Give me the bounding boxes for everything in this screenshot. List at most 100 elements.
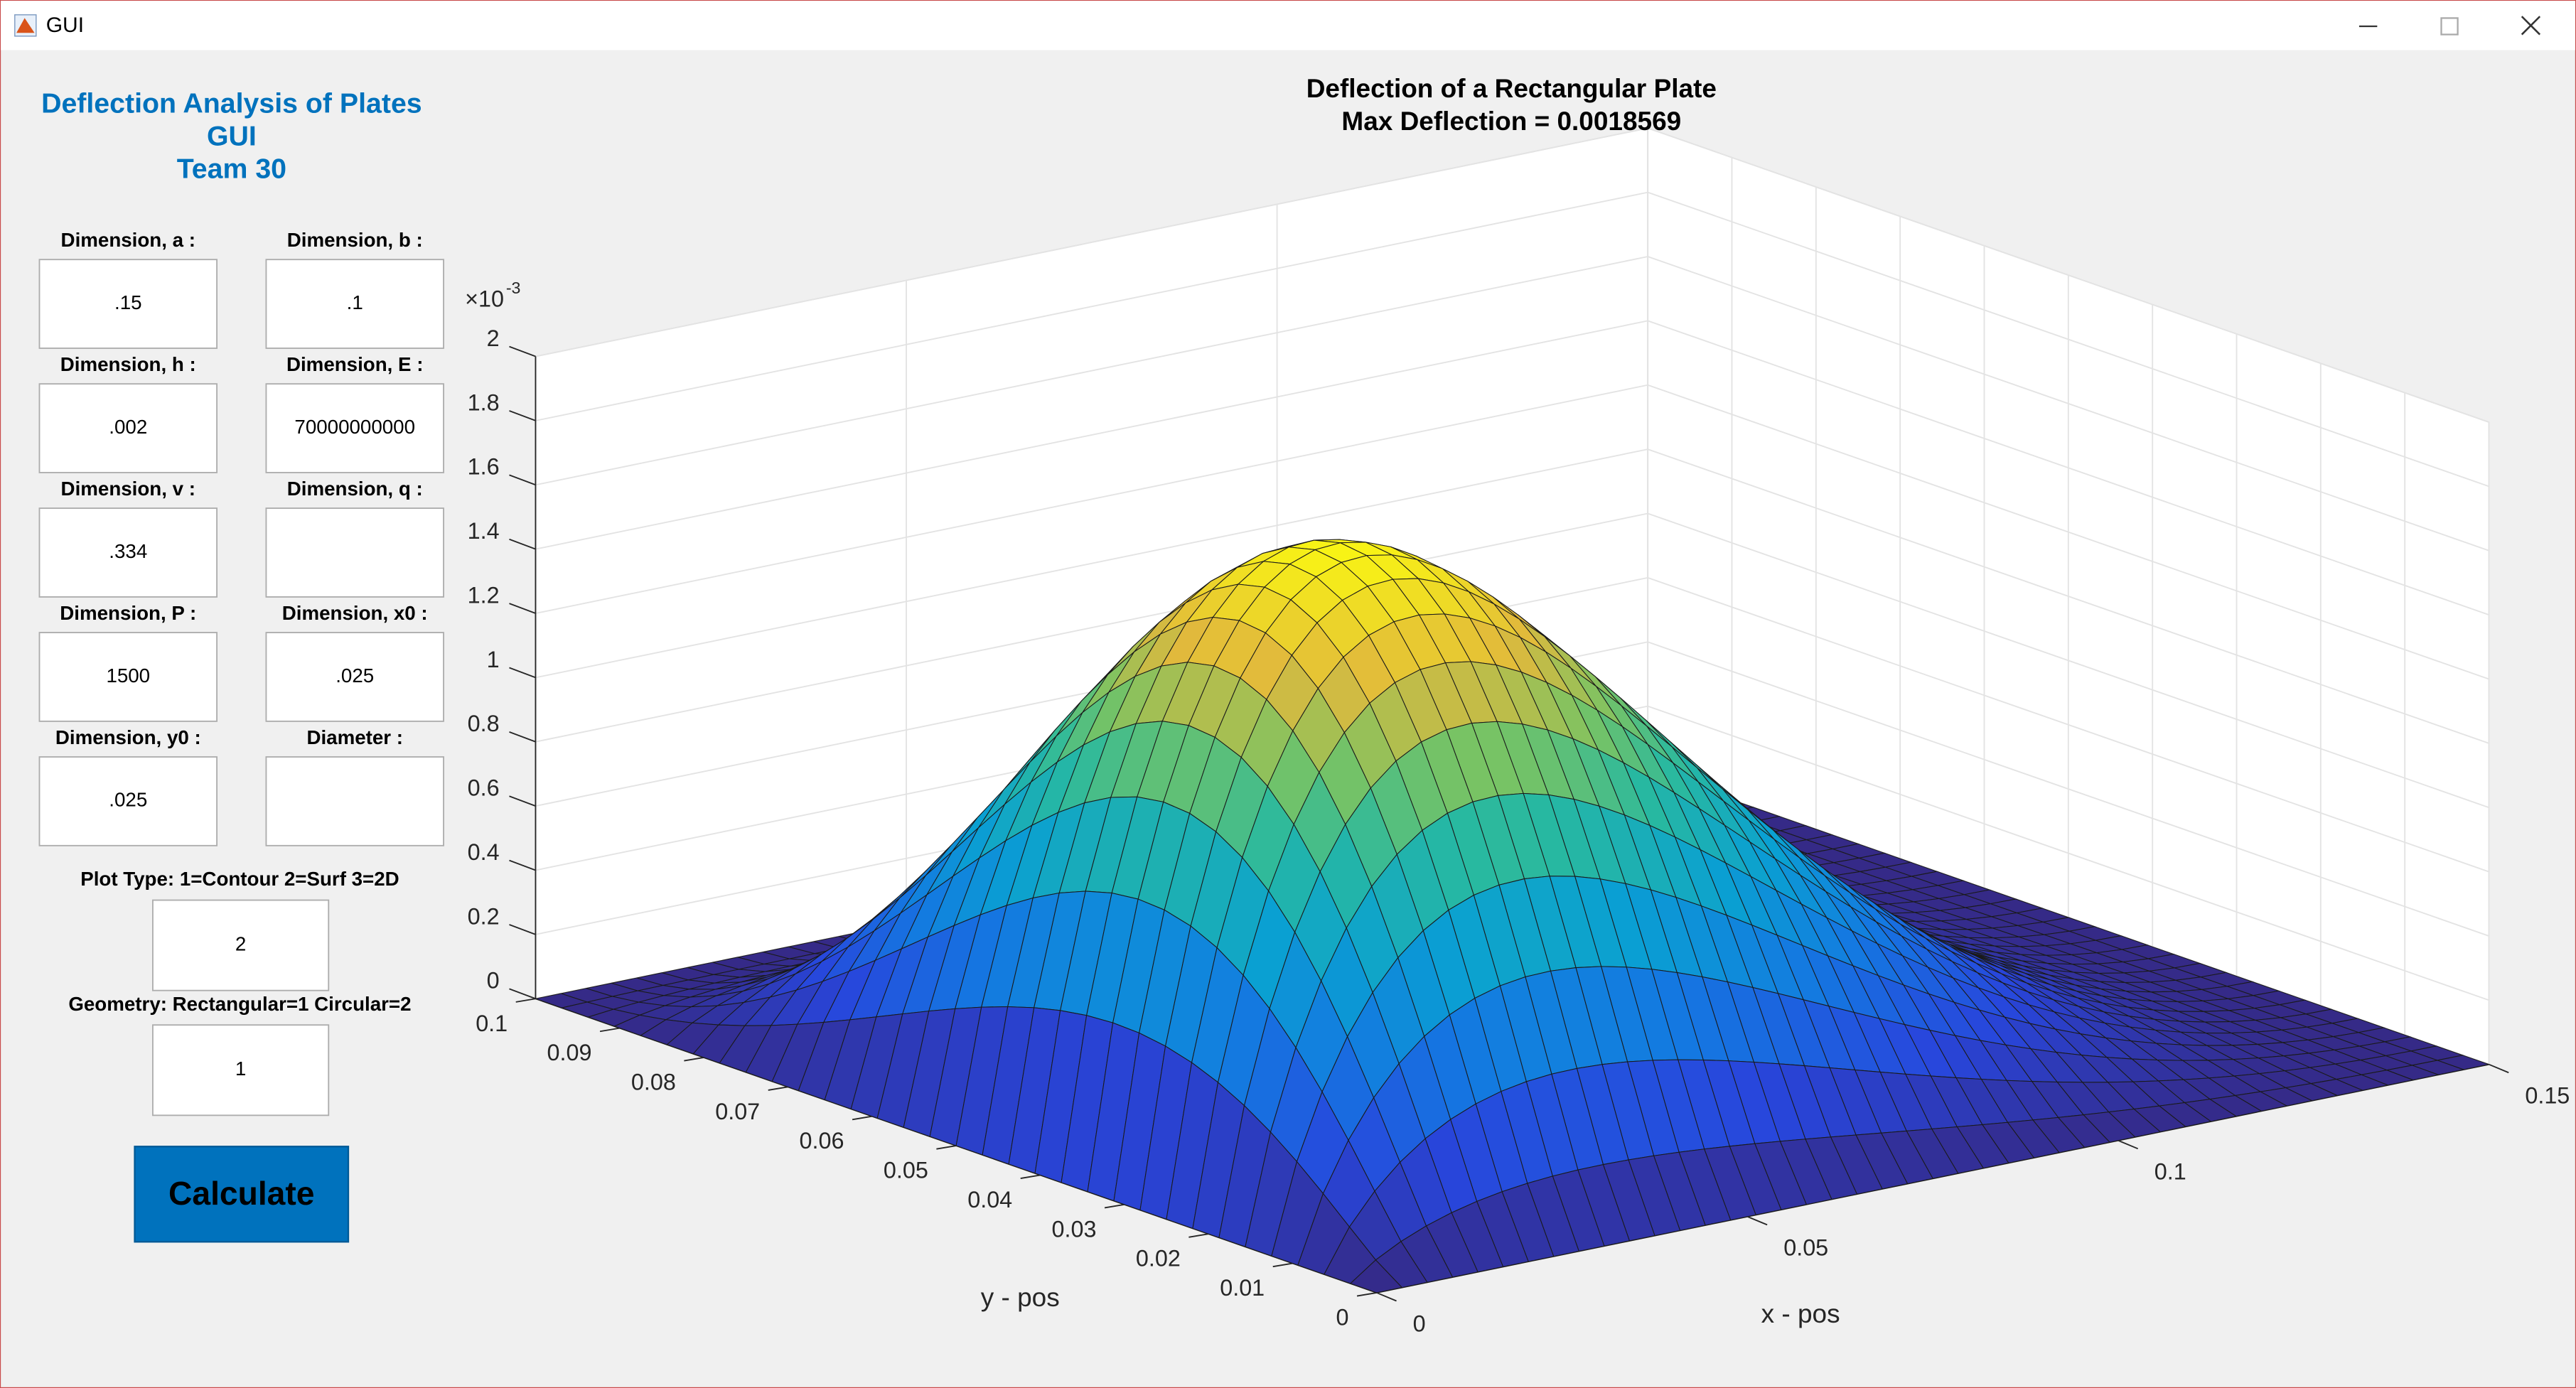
z-grid-line <box>535 384 1648 614</box>
z-tick <box>509 603 536 614</box>
z-exponent: -3 <box>506 279 521 297</box>
y-tick-label: 0.04 <box>967 1187 1012 1212</box>
z-tick <box>509 795 536 807</box>
maximize-button[interactable] <box>2440 17 2459 36</box>
z-tick <box>509 924 536 935</box>
y-tick <box>1272 1262 1293 1268</box>
input-field[interactable] <box>265 507 444 598</box>
input-field-value: .002 <box>109 416 147 438</box>
z-tick-label: 0.2 <box>468 903 500 929</box>
field-label: Plot Type: 1=Contour 2=Surf 3=2D <box>80 868 399 890</box>
z-grid-line <box>535 448 1648 679</box>
y-tick-label: 0.01 <box>1220 1275 1265 1301</box>
close-button[interactable] <box>2521 16 2541 36</box>
input-field[interactable] <box>38 507 218 598</box>
y-tick-label: 0.08 <box>631 1070 676 1095</box>
field-label: Dimension, P : <box>60 602 196 624</box>
field-label: Geometry: Rectangular=1 Circular=2 <box>68 993 411 1015</box>
input-field-value: .15 <box>114 291 142 313</box>
input-field-value: .025 <box>109 789 147 811</box>
y-axis-label: y - pos <box>981 1283 1060 1312</box>
field-label: Diameter : <box>306 726 403 748</box>
x-tick <box>2118 1139 2139 1150</box>
z-tick-label: 1.8 <box>468 389 500 415</box>
input-field-value: .025 <box>336 665 374 687</box>
input-field-value: 1 <box>235 1058 246 1080</box>
x-tick-label: 0 <box>1413 1311 1426 1337</box>
field-label: Dimension, x0 : <box>282 602 428 624</box>
z-grid-line <box>535 256 1648 486</box>
y-tick <box>684 1057 704 1062</box>
z-grid-line <box>535 127 1648 357</box>
z-tick-label: 1.2 <box>468 582 500 608</box>
field-label: Dimension, E : <box>286 353 424 375</box>
window-title: GUI <box>46 14 84 37</box>
y-tick <box>936 1145 957 1150</box>
x-tick <box>2489 1063 2509 1074</box>
field-label: Dimension, a : <box>61 229 195 251</box>
plot-subtitle: Max Deflection = 0.0018569 <box>1341 107 1681 136</box>
field-label: Dimension, b : <box>287 229 423 251</box>
input-field[interactable] <box>38 383 218 473</box>
z-tick-label: 0.4 <box>468 839 500 865</box>
z-tick-label: 0.8 <box>468 711 500 736</box>
y-tick <box>1188 1233 1209 1238</box>
y-tick-label: 0 <box>1336 1304 1349 1330</box>
input-field[interactable] <box>152 1024 330 1117</box>
z-tick <box>509 538 536 550</box>
input-field[interactable] <box>265 632 444 722</box>
z-grid-line <box>535 512 1648 743</box>
title-bar <box>1 1 2575 50</box>
y-tick-label: 0.06 <box>800 1128 844 1153</box>
panel-title: Team 30 <box>177 154 286 185</box>
calculate-button[interactable] <box>134 1146 350 1243</box>
input-field[interactable] <box>38 259 218 349</box>
field-label: Dimension, h : <box>60 353 196 375</box>
y-tick-label: 0.02 <box>1136 1246 1181 1271</box>
y-tick-label: 0.03 <box>1052 1216 1097 1242</box>
input-field[interactable] <box>265 383 444 473</box>
y-tick <box>768 1086 788 1091</box>
app-icon <box>14 14 37 37</box>
input-field[interactable] <box>38 632 218 722</box>
x-tick-label: 0.1 <box>2154 1159 2186 1185</box>
z-tick <box>509 474 536 486</box>
z-tick <box>509 859 536 871</box>
y-tick <box>599 1027 620 1033</box>
input-field[interactable] <box>152 899 330 991</box>
field-label: Dimension, v : <box>61 478 195 500</box>
panel-title: Deflection Analysis of Plates <box>41 87 422 119</box>
z-tick <box>509 345 536 357</box>
panel-title: GUI <box>207 121 257 152</box>
y-tick-label: 0.1 <box>476 1011 508 1036</box>
y-tick <box>1356 1292 1377 1297</box>
y-tick-label: 0.05 <box>884 1158 928 1183</box>
z-grid-line <box>535 191 1648 421</box>
x-tick-label: 0.05 <box>1783 1235 1828 1261</box>
y-tick <box>1104 1203 1125 1209</box>
input-field[interactable] <box>265 259 444 349</box>
y-tick-label: 0.07 <box>715 1099 760 1124</box>
input-field[interactable] <box>265 756 444 846</box>
z-tick-label: 1.6 <box>468 454 500 480</box>
input-field-value: .1 <box>347 291 363 313</box>
plot-title: Deflection of a Rectangular Plate <box>1306 74 1717 103</box>
x-tick <box>1376 1292 1397 1302</box>
input-field-value: 70000000000 <box>294 416 415 438</box>
z-tick-label: 2 <box>487 326 500 351</box>
z-grid-line <box>535 320 1648 550</box>
y-tick <box>515 998 536 1003</box>
x-axis-label: x - pos <box>1761 1299 1840 1328</box>
surface-mesh <box>534 539 2491 1293</box>
x-tick <box>1747 1216 1768 1226</box>
calculate-button-label: Calculate <box>168 1175 315 1212</box>
field-label: Dimension, q : <box>287 478 423 500</box>
input-field-value: 2 <box>235 932 246 954</box>
y-tick <box>1020 1174 1041 1179</box>
surface-face <box>1349 1259 1403 1293</box>
field-label: Dimension, y0 : <box>55 726 201 748</box>
input-field[interactable] <box>38 756 218 846</box>
